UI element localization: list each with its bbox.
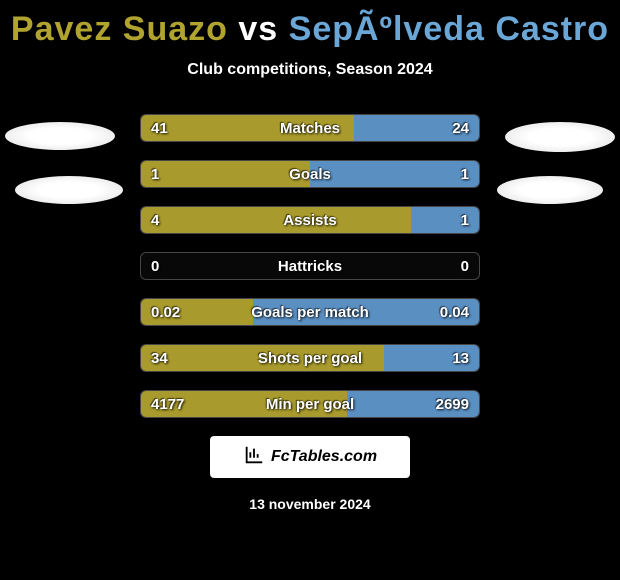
- stat-value-left: 34: [151, 345, 168, 372]
- stat-row: Goals1 1: [140, 160, 480, 188]
- stat-label: Goals: [141, 161, 479, 188]
- comparison-table: Matches4124Goals11Assists41Hattricks00Go…: [140, 114, 480, 418]
- stat-value-right: 0: [461, 253, 469, 280]
- stat-label: Goals per match: [141, 299, 479, 326]
- stat-value-left: 0: [151, 253, 159, 280]
- stat-row: Shots per goal34 13: [140, 344, 480, 372]
- stat-value-right: 1: [461, 161, 469, 188]
- stat-label: Matches: [141, 115, 479, 142]
- stat-row: Matches41 24: [140, 114, 480, 142]
- brand-text: FcTables.com: [271, 448, 377, 466]
- subtitle: Club competitions, Season 2024: [0, 61, 620, 79]
- stat-value-left: 4177: [151, 391, 184, 418]
- stat-value-left: 4: [151, 207, 159, 234]
- stat-value-left: 41: [151, 115, 168, 142]
- stat-row: Hattricks0 0: [140, 252, 480, 280]
- stat-value-left: 0.02: [151, 299, 180, 326]
- stat-value-right: 24: [452, 115, 469, 142]
- stat-row: Goals per match0.02 0.04: [140, 298, 480, 326]
- vs-label: vs: [238, 10, 278, 48]
- player2-portrait-top: [505, 122, 615, 152]
- footer-date: 13 november 2024: [0, 496, 620, 512]
- stat-value-right: 1: [461, 207, 469, 234]
- stat-value-right: 2699: [436, 391, 469, 418]
- stat-label: Hattricks: [141, 253, 479, 280]
- player1-portrait-bottom: [15, 176, 123, 204]
- comparison-title: Pavez Suazo vs SepÃºlveda Castro: [0, 0, 620, 49]
- player1-portrait-top: [5, 122, 115, 150]
- stat-label: Shots per goal: [141, 345, 479, 372]
- brand-badge[interactable]: FcTables.com: [210, 436, 410, 478]
- chart-icon: [243, 444, 265, 471]
- stat-value-right: 13: [452, 345, 469, 372]
- player2-name: SepÃºlveda Castro: [289, 10, 609, 48]
- player2-portrait-bottom: [497, 176, 603, 204]
- stat-value-left: 1: [151, 161, 159, 188]
- stat-label: Min per goal: [141, 391, 479, 418]
- player1-name: Pavez Suazo: [11, 10, 228, 48]
- stat-row: Min per goal4177 2699: [140, 390, 480, 418]
- stat-value-right: 0.04: [440, 299, 469, 326]
- stat-row: Assists4 1: [140, 206, 480, 234]
- stat-label: Assists: [141, 207, 479, 234]
